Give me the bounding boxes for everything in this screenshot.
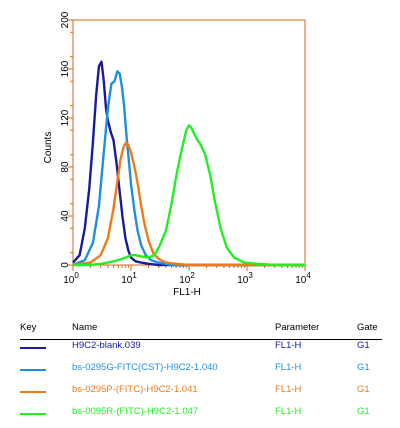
key-row: bs-0295G-FITC(CST)-H9C2-1.040 FL1-H G1 bbox=[0, 362, 400, 378]
plot-axes: 0 40 80 120 160 200 100 101 102 103 104 bbox=[60, 11, 311, 286]
series-name: bs-0295G-FITC(CST)-H9C2-1.040 bbox=[72, 362, 218, 373]
key-row: bs-0295P-(FITC)-H9C2-1.041 FL1-H G1 bbox=[0, 384, 400, 400]
x-axis-label: FL1-H bbox=[173, 287, 201, 298]
series-name: bs-0295P-(FITC)-H9C2-1.041 bbox=[72, 384, 198, 395]
x-tick-label: 101 bbox=[121, 271, 137, 286]
series-swatch bbox=[20, 413, 46, 415]
series-gate: G1 bbox=[357, 406, 370, 417]
key-header-row: Key Name Parameter Gate bbox=[0, 322, 400, 340]
key-row: H9C2-blank.039 FL1-H G1 bbox=[0, 340, 400, 356]
y-tick-label: 200 bbox=[60, 11, 71, 28]
y-tick-label: 120 bbox=[60, 109, 71, 126]
y-axis-label: Counts bbox=[43, 132, 54, 164]
series-name: H9C2-blank.039 bbox=[72, 340, 141, 351]
key-row: bs-0095R-(FITC)-H9C2-1.047 FL1-H G1 bbox=[0, 406, 400, 422]
plot-frame bbox=[72, 19, 306, 266]
axis-labels: FL1-H Counts bbox=[43, 132, 201, 298]
y-tick-label: 0 bbox=[60, 262, 71, 268]
y-tick-label: 40 bbox=[60, 210, 71, 222]
series-swatch bbox=[20, 369, 46, 371]
key-table: Key Name Parameter Gate H9C2-blank.039 FL… bbox=[0, 318, 400, 428]
x-tick-label: 102 bbox=[179, 271, 195, 286]
series-parameter: FL1-H bbox=[275, 362, 302, 373]
series-gate: G1 bbox=[357, 340, 370, 351]
key-header: Key bbox=[20, 322, 37, 333]
histogram-curves bbox=[72, 60, 305, 267]
header-divider bbox=[20, 339, 382, 340]
y-tick-label: 160 bbox=[60, 60, 71, 77]
histogram-series bbox=[72, 60, 305, 267]
parameter-header: Parameter bbox=[275, 322, 320, 333]
x-tick-label: 104 bbox=[295, 271, 311, 286]
series-parameter: FL1-H bbox=[275, 340, 302, 351]
name-header: Name bbox=[72, 322, 98, 333]
histogram-series bbox=[72, 70, 305, 267]
series-swatch bbox=[20, 391, 46, 393]
series-name: bs-0095R-(FITC)-H9C2-1.047 bbox=[72, 406, 199, 417]
gate-header: Gate bbox=[357, 322, 378, 333]
series-gate: G1 bbox=[357, 362, 370, 373]
y-tick-label: 80 bbox=[60, 161, 71, 173]
series-parameter: FL1-H bbox=[275, 384, 302, 395]
series-parameter: FL1-H bbox=[275, 406, 302, 417]
x-tick-label: 103 bbox=[237, 271, 253, 286]
histogram-plot: 0 40 80 120 160 200 100 101 102 103 104 FL1-H Count… bbox=[43, 11, 311, 298]
histogram-series bbox=[72, 141, 305, 267]
series-swatch bbox=[20, 347, 46, 349]
histogram-series bbox=[73, 124, 305, 267]
series-gate: G1 bbox=[357, 384, 370, 395]
x-tick-label: 100 bbox=[63, 271, 79, 286]
